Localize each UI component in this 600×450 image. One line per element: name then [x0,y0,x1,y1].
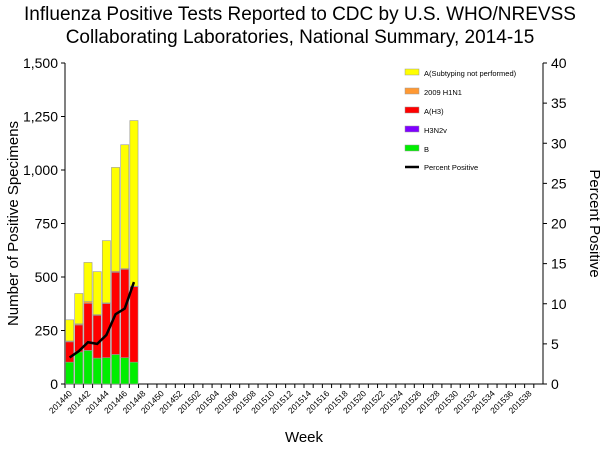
legend-label: H3N2v [424,126,447,135]
bar-a-h3- [120,268,130,358]
bar-a-h3- [92,315,102,359]
bar-b [92,357,102,385]
y2-tick-label: 35 [551,95,567,111]
y2-tick-label: 0 [551,376,559,392]
bar-a-subtyping-not-performed- [101,240,111,304]
legend-swatch [404,125,420,133]
bar-a-subtyping-not-performed- [65,319,74,342]
legend-swatch [404,144,420,152]
legend-label: A(Subtyping not performed) [424,69,517,78]
y-tick-label: 1,500 [23,55,58,71]
y-tick-label: 250 [35,323,59,339]
y-tick-label: 500 [35,269,59,285]
legend-swatch [404,68,420,76]
bar-a-h3- [65,341,74,363]
bar-b [111,354,120,385]
y2-tick-label: 30 [551,135,567,151]
chart-title: Influenza Positive Tests Reported to CDC… [24,4,576,48]
y2-tick-label: 25 [551,175,567,191]
percent-positive-line [68,281,136,359]
legend-label: 2009 H1N1 [424,88,462,97]
y-tick-label: 750 [35,216,59,232]
y-tick-label: 1,250 [23,109,58,125]
y2-tick-label: 10 [551,296,567,312]
bar-b [65,361,74,385]
bar-a-subtyping-not-performed- [111,167,120,272]
x-axis-label: Week [285,429,324,446]
legend-label: B [424,145,429,154]
bar-b [74,351,84,385]
bar-a-subtyping-not-performed- [92,271,102,315]
bar-a-subtyping-not-performed- [129,120,139,287]
bar-a-subtyping-not-performed- [74,293,84,325]
bar-b [120,357,130,385]
legend-label: A(H3) [424,107,444,116]
legend-swatch [404,106,420,114]
y-axis-label: Number of Positive Specimens [5,121,22,326]
legend-swatch [404,87,420,95]
y2-tick-label: 20 [551,216,567,232]
y2-tick-label: 15 [551,256,567,272]
y2-tick-label: 40 [551,55,567,71]
bar-b [101,357,111,385]
y2-axis-label: Percent Positive [586,169,600,277]
bar-b [129,361,139,385]
y-tick-label: 1,000 [23,162,58,178]
bar-a-h3- [129,286,139,363]
bar-a-subtyping-not-performed- [120,144,130,269]
bar-b [83,350,93,385]
y-tick-label: 0 [50,376,58,392]
y2-tick-label: 5 [551,336,559,352]
bar-a-subtyping-not-performed- [83,262,93,302]
legend-label: Percent Positive [424,163,478,172]
